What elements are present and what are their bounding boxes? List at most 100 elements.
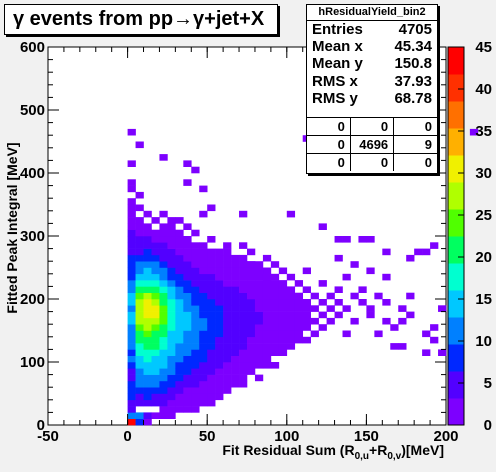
heatmap-cell bbox=[191, 380, 200, 388]
heatmap-cell bbox=[215, 387, 224, 394]
heatmap-cell bbox=[143, 210, 152, 218]
heatmap-cell bbox=[223, 242, 232, 249]
heatmap-cell bbox=[382, 317, 391, 325]
heatmap-cell bbox=[262, 280, 272, 287]
heatmap-cell bbox=[191, 368, 200, 375]
heatmap-cell bbox=[135, 418, 144, 426]
heatmap-cell bbox=[223, 324, 232, 331]
palette-tick-label: 0 bbox=[484, 417, 492, 434]
heatmap-cell bbox=[127, 286, 136, 293]
heatmap-cell bbox=[127, 280, 136, 287]
heatmap-cell bbox=[215, 311, 224, 319]
heatmap-cell bbox=[215, 330, 224, 338]
y-tick-label: 500 bbox=[20, 102, 45, 119]
heatmap-cell bbox=[135, 273, 144, 281]
heatmap-cell bbox=[262, 324, 272, 331]
heatmap-cell bbox=[175, 248, 184, 256]
heatmap-cell bbox=[286, 299, 296, 306]
heatmap-cell bbox=[183, 343, 192, 350]
heatmap-cell bbox=[231, 305, 240, 312]
heatmap-cell bbox=[191, 362, 200, 369]
heatmap-cell bbox=[207, 204, 216, 212]
heatmap-cell bbox=[191, 336, 200, 344]
heatmap-cell bbox=[207, 336, 216, 344]
heatmap-cell bbox=[175, 393, 184, 401]
heatmap-cell bbox=[262, 286, 272, 293]
x-tick-label: -50 bbox=[37, 428, 59, 445]
heatmap-cell bbox=[207, 299, 216, 306]
heatmap-cell bbox=[183, 254, 192, 262]
heatmap-cell bbox=[159, 299, 168, 306]
heatmap-cell bbox=[167, 336, 176, 344]
palette-tick-label: 40 bbox=[475, 81, 492, 98]
palette-swatch bbox=[448, 74, 464, 102]
heatmap-cell bbox=[191, 374, 200, 382]
heatmap-cell bbox=[215, 355, 224, 363]
heatmap-cell bbox=[143, 393, 152, 401]
heatmap-cell bbox=[223, 292, 232, 300]
heatmap-cell bbox=[199, 399, 208, 407]
heatmap-cell bbox=[207, 236, 216, 243]
y-tick-label: 0 bbox=[37, 417, 45, 434]
heatmap-cell bbox=[231, 343, 240, 350]
heatmap-cell bbox=[191, 166, 200, 174]
heatmap-cell bbox=[191, 292, 200, 300]
heatmap-cell bbox=[127, 343, 136, 350]
heatmap-cell bbox=[143, 267, 152, 275]
x-axis-label-part: +R bbox=[369, 442, 387, 458]
heatmap-cell bbox=[127, 355, 136, 363]
heatmap-cell bbox=[159, 154, 168, 161]
heatmap-cell bbox=[167, 343, 176, 350]
heatmap-cell bbox=[167, 324, 176, 331]
heatmap-cell bbox=[223, 305, 232, 312]
heatmap-cell bbox=[183, 223, 192, 230]
palette-swatch bbox=[448, 101, 464, 129]
heatmap-cell bbox=[262, 336, 272, 344]
heatmap-cell bbox=[247, 299, 256, 306]
heatmap-cell bbox=[151, 317, 160, 325]
heatmap-cell bbox=[286, 292, 296, 300]
heatmap-cell bbox=[207, 273, 216, 281]
heatmap-cell bbox=[223, 317, 232, 325]
heatmap-cell bbox=[302, 286, 311, 293]
stats-value: 4705 bbox=[398, 21, 432, 38]
x-axis-label-part: Fit Residual Sum (R bbox=[222, 442, 354, 458]
heatmap-cell bbox=[215, 393, 224, 401]
heatmap-cell bbox=[159, 261, 168, 268]
heatmap-cell bbox=[318, 311, 327, 319]
heatmap-cell bbox=[183, 280, 192, 287]
heatmap-cell bbox=[127, 248, 136, 256]
heatmap-cell bbox=[151, 412, 160, 419]
overflow-row: 0 4696 9 bbox=[307, 135, 437, 154]
heatmap-cell bbox=[183, 374, 192, 382]
heatmap-cell bbox=[254, 349, 264, 356]
heatmap-cell bbox=[135, 374, 144, 382]
heatmap-cell bbox=[183, 273, 192, 281]
palette-tick-label: 25 bbox=[475, 207, 492, 224]
heatmap-cell bbox=[159, 311, 168, 319]
palette-swatch bbox=[448, 290, 464, 318]
heatmap-cell bbox=[215, 336, 224, 344]
heatmap-cell bbox=[350, 292, 359, 300]
heatmap-cell bbox=[286, 317, 296, 325]
palette-swatch bbox=[448, 317, 464, 345]
heatmap-cell bbox=[270, 317, 280, 325]
title-box: γ events from pp→γ+jet+X bbox=[4, 4, 278, 35]
palette-swatch bbox=[448, 371, 464, 399]
heatmap-cell bbox=[135, 217, 144, 224]
heatmap-cell bbox=[127, 128, 136, 136]
heatmap-cell bbox=[262, 355, 272, 363]
heatmap-cell bbox=[231, 317, 240, 325]
heatmap-cell bbox=[143, 380, 152, 388]
heatmap-cell bbox=[175, 336, 184, 344]
heatmap-cell bbox=[199, 299, 208, 306]
heatmap-cell bbox=[231, 273, 240, 281]
heatmap-cell bbox=[215, 254, 224, 262]
heatmap-cell bbox=[127, 179, 136, 186]
heatmap-cell bbox=[294, 292, 304, 300]
heatmap-cell bbox=[135, 336, 144, 344]
heatmap-cell bbox=[191, 355, 200, 363]
heatmap-cell bbox=[438, 349, 447, 356]
heatmap-cell bbox=[358, 299, 367, 306]
